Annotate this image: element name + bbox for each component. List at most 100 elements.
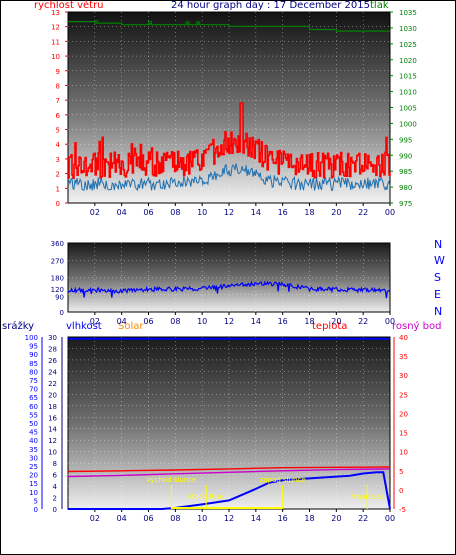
- rain-panel-xtick-label: 08: [170, 514, 180, 523]
- rain-axis-tick-label: 4: [53, 483, 58, 491]
- wind-panel-xtick-label: 08: [170, 208, 180, 217]
- direction-panel-xtick-label: 10: [197, 317, 207, 326]
- rain-axis-tick-label: 6: [53, 472, 58, 480]
- pressure-axis-tick-label: 1005: [399, 105, 417, 113]
- temperature-series: [67, 466, 391, 473]
- wind-axis-tick-label: 0: [56, 200, 60, 208]
- rain-panel-xtick-label: 14: [251, 514, 261, 523]
- wind-average-series: [67, 163, 391, 192]
- pressure-axis-tick-label: 990: [399, 152, 412, 160]
- humidity-axis-label: vlhkost: [66, 321, 102, 332]
- rain-axis-tick-label: 26: [48, 357, 57, 365]
- pressure-axis-tick-label: 995: [399, 136, 412, 144]
- pressure-axis-label: tlak: [370, 0, 389, 11]
- direction-panel-xtick-label: 18: [304, 317, 314, 326]
- pressure-blip: [148, 20, 152, 24]
- wind-panel-xtick-label: 04: [117, 208, 127, 217]
- direction-panel-xtick-label: 00: [385, 317, 395, 326]
- humidity-axis-tick-label: 20: [29, 472, 38, 480]
- direction-panel-xtick-label: 12: [224, 317, 234, 326]
- direction-axis-tick-label: 180: [51, 275, 64, 283]
- wind-gust-series: [68, 102, 391, 180]
- humidity-axis-tick-label: 95: [29, 343, 38, 351]
- wind-axis-tick-label: 13: [51, 9, 60, 17]
- rain-panel-xtick-label: 04: [117, 514, 127, 523]
- temperature-axis-tick-label: 5: [399, 468, 403, 476]
- wind-panel-xtick-label: 20: [331, 208, 341, 217]
- rain-axis-tick-label: 28: [48, 345, 57, 353]
- direction-axis-tick-label: 90: [55, 294, 64, 302]
- pressure-blip: [185, 21, 190, 25]
- wind-panel-xtick-label: 02: [90, 208, 100, 217]
- direction-panel-xtick-label: 02: [90, 317, 100, 326]
- event-marker-label: Moon Rise: [188, 493, 224, 501]
- pressure-axis-tick-label: 1025: [399, 41, 417, 49]
- compass-label: E: [434, 288, 441, 301]
- pressure-axis-tick-label: 980: [399, 184, 412, 192]
- wind-panel-xtick-label: 16: [278, 208, 288, 217]
- direction-axis-tick-label: 0: [60, 309, 64, 317]
- humidity-axis-tick-label: 5: [34, 497, 38, 505]
- temperature-axis-tick-label: 30: [399, 372, 408, 380]
- wind-axis-tick-label: 10: [51, 53, 60, 61]
- humidity-axis-tick-label: 40: [29, 437, 38, 445]
- pressure-blip: [196, 21, 201, 25]
- rain-axis-tick-label: 22: [48, 380, 57, 388]
- humidity-axis-tick-label: 90: [29, 351, 38, 359]
- temperature-axis-tick-label: 40: [399, 334, 408, 342]
- humidity-axis-tick-label: 0: [34, 506, 38, 514]
- wind-panel-xtick-label: 22: [358, 208, 368, 217]
- direction-axis-tick-label: 120: [51, 286, 64, 294]
- humidity-axis-tick-label: 70: [29, 386, 38, 394]
- pressure-axis-tick-label: 975: [399, 200, 412, 208]
- wind-direction-series: [67, 280, 391, 299]
- humidity-axis-tick-label: 10: [29, 489, 38, 497]
- humidity-axis-tick-label: 80: [29, 368, 38, 376]
- rain-panel-xtick-label: 06: [143, 514, 153, 523]
- rain-axis-tick-label: 0: [53, 506, 57, 514]
- compass-label: S: [434, 271, 441, 284]
- compass-label: N: [434, 238, 442, 251]
- direction-axis-tick-label: 360: [51, 240, 64, 248]
- temperature-axis-tick-label: 35: [399, 353, 408, 361]
- rain-series: [68, 471, 391, 510]
- rain-panel-xtick-label: 20: [331, 514, 341, 523]
- rain-panel-xtick-label: 22: [358, 514, 368, 523]
- rain-axis-tick-label: 18: [48, 403, 57, 411]
- direction-panel-xtick-label: 14: [251, 317, 261, 326]
- wind-panel-xtick-label: 18: [304, 208, 314, 217]
- pressure-axis-tick-label: 1035: [399, 9, 417, 17]
- wind-axis-tick-label: 1: [56, 185, 60, 193]
- rain-axis-tick-label: 20: [48, 391, 57, 399]
- solar-axis-label: Solar: [118, 321, 144, 332]
- rain-axis-tick-label: 8: [53, 460, 57, 468]
- rain-axis-tick-label: 2: [53, 495, 57, 503]
- dewpoint-series: [67, 468, 391, 478]
- humidity-axis-tick-label: 25: [29, 463, 38, 471]
- temperature-axis-label: teplota: [312, 321, 348, 332]
- humidity-axis-tick-label: 35: [29, 446, 38, 454]
- rain-panel-xtick-label: 02: [90, 514, 100, 523]
- direction-panel-xtick-label: 20: [331, 317, 341, 326]
- humidity-axis-tick-label: 75: [29, 377, 38, 385]
- rain-axis-tick-label: 12: [48, 437, 57, 445]
- graph-title: 24 hour graph day : 17 December 2015: [171, 0, 370, 11]
- direction-panel-xtick-label: 22: [358, 317, 368, 326]
- rain-axis-tick-label: 14: [48, 426, 57, 434]
- pressure-axis-tick-label: 1000: [399, 120, 417, 128]
- pressure-series: [68, 21, 390, 32]
- wind-axis-tick-label: 8: [56, 82, 60, 90]
- humidity-axis-tick-label: 55: [29, 411, 38, 419]
- event-marker-label: východ slunce: [146, 476, 196, 484]
- humidity-axis-tick-label: 15: [29, 480, 38, 488]
- temperature-axis-tick-label: 20: [399, 410, 408, 418]
- event-marker-label: západ slunce: [260, 476, 306, 484]
- event-marker-label: Moon Set: [351, 493, 384, 501]
- wind-panel-xtick-label: 06: [143, 208, 153, 217]
- temperature-axis-tick-label: 15: [399, 430, 408, 438]
- pressure-axis-tick-label: 1010: [399, 89, 417, 97]
- pressure-axis-tick-label: 1030: [399, 25, 417, 33]
- humidity-axis-tick-label: 65: [29, 394, 38, 402]
